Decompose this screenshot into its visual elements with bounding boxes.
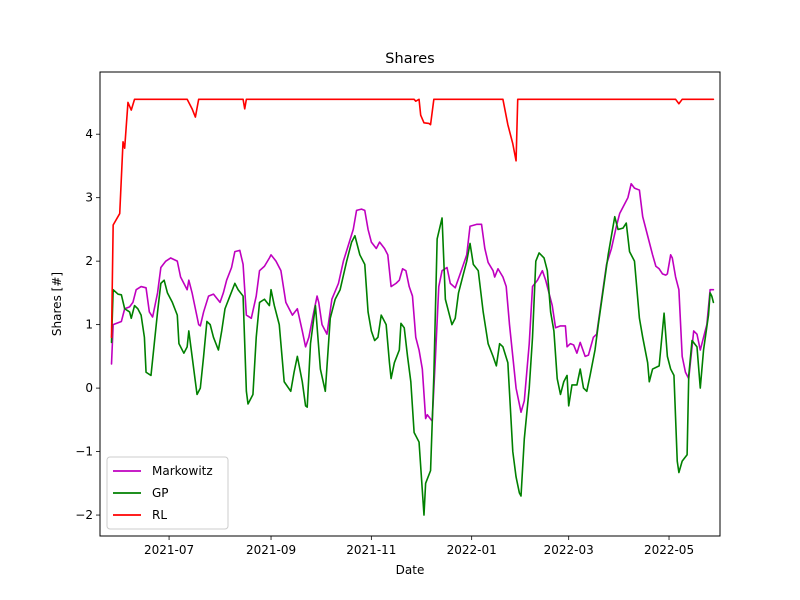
x-tick-label: 2021-09 (246, 543, 296, 557)
legend-box (106, 456, 229, 530)
plot-lines (110, 98, 715, 516)
x-tick-label: 2022-03 (544, 543, 594, 557)
y-tick-label: 4 (85, 127, 93, 141)
x-axis: 2021-07 2021-09 2021-11 2022-01 2022-03 2022-… (144, 536, 694, 557)
x-axis-label: Date (396, 563, 425, 577)
chart-title: Shares (385, 51, 434, 67)
legend-label-rl: RL (152, 508, 167, 522)
series-line-rl (110, 98, 715, 339)
y-tick-label: 1 (85, 318, 93, 332)
x-tick-label: 2021-11 (346, 543, 396, 557)
legend-label-markowitz: Markowitz (152, 464, 213, 478)
y-axis: −2 −1 0 1 2 3 4 (75, 127, 100, 522)
y-tick-label: 0 (85, 381, 93, 395)
y-tick-label: 2 (85, 254, 93, 268)
plot-frame (99, 71, 721, 537)
legend: Markowitz GP RL (106, 456, 229, 530)
y-tick-label: −1 (75, 445, 93, 459)
y-tick-label: 3 (85, 191, 93, 205)
y-axis-label: Shares [#] (50, 272, 64, 336)
legend-label-gp: GP (152, 486, 169, 500)
x-tick-label: 2021-07 (144, 543, 194, 557)
x-tick-label: 2022-01 (447, 543, 497, 557)
series-line-markowitz (110, 182, 715, 422)
x-tick-label: 2022-05 (644, 543, 694, 557)
y-tick-label: −2 (75, 508, 93, 522)
series-line-gp (110, 215, 715, 516)
